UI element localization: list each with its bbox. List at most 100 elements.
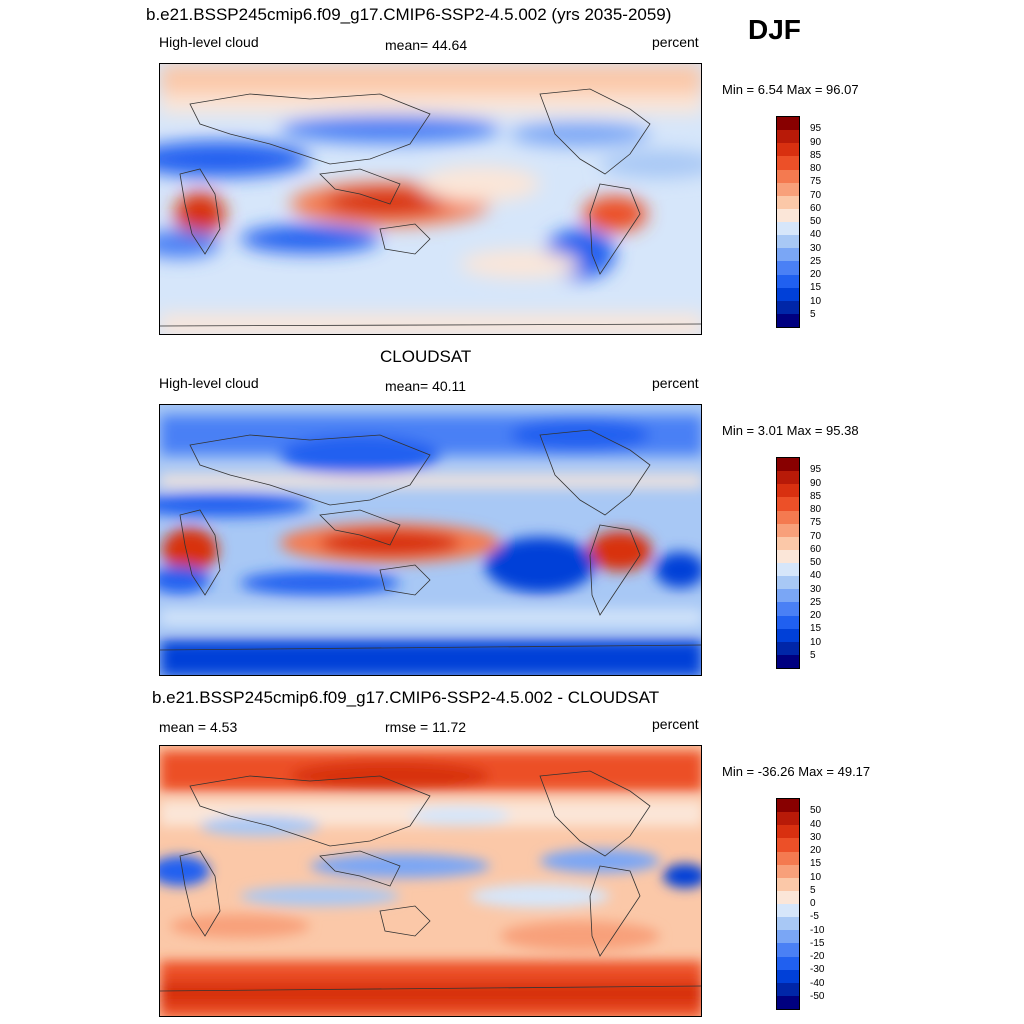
panel-3-map-svg xyxy=(160,746,701,1016)
colorbar-swatch xyxy=(777,300,799,314)
colorbar-tick-label: 20 xyxy=(810,845,822,856)
season-label: DJF xyxy=(748,14,801,45)
colorbar-tick-label: 30 xyxy=(810,242,822,254)
colorbar-swatch xyxy=(777,576,799,590)
colorbar-swatch xyxy=(777,904,799,918)
colorbar-tick-label: 80 xyxy=(810,163,822,174)
colorbar-swatch xyxy=(777,864,799,878)
colorbar-tick-label: 25 xyxy=(810,255,822,267)
colorbar-swatch xyxy=(777,943,799,957)
colorbar-tick-label: 15 xyxy=(810,623,822,635)
colorbar-swatch xyxy=(777,838,799,852)
colorbar-swatch xyxy=(777,143,799,157)
colorbar-tick-label: 5 xyxy=(810,884,816,896)
colorbar-tick-label: -50 xyxy=(810,990,825,1002)
colorbar-swatch xyxy=(777,536,799,550)
panel-3-colorbar xyxy=(776,798,800,1010)
colorbar-swatch xyxy=(777,812,799,826)
colorbar-swatch xyxy=(777,995,799,1009)
colorbar-tick-label: 0 xyxy=(810,898,816,909)
panel-1-map-svg xyxy=(160,64,701,334)
colorbar-tick-label: 85 xyxy=(810,490,822,502)
colorbar-tick-label: -10 xyxy=(810,924,825,936)
panel-1-variable-label: High-level cloud xyxy=(159,34,259,50)
colorbar-swatch xyxy=(777,877,799,891)
colorbar-swatch xyxy=(777,497,799,511)
colorbar-swatch xyxy=(777,851,799,865)
colorbar-tick-label: 30 xyxy=(810,583,822,595)
panel-2-variable-label: High-level cloud xyxy=(159,375,259,391)
colorbar-tick-label: 25 xyxy=(810,596,822,608)
colorbar-tick-label: 60 xyxy=(810,202,822,214)
colorbar-swatch xyxy=(777,615,799,629)
colorbar-tick-label: 90 xyxy=(810,477,822,489)
panel-3-map xyxy=(159,745,702,1017)
panel-3-title: b.e21.BSSP245cmip6.f09_g17.CMIP6-SSP2-4.… xyxy=(152,688,660,707)
colorbar-tick-label: 5 xyxy=(810,649,816,661)
colorbar-swatch xyxy=(777,917,799,931)
colorbar-tick-label: -30 xyxy=(810,964,825,976)
colorbar-swatch xyxy=(777,563,799,577)
colorbar-swatch xyxy=(777,313,799,327)
colorbar-tick-label: 50 xyxy=(810,216,822,227)
colorbar-tick-label: 90 xyxy=(810,136,822,148)
colorbar-swatch xyxy=(777,222,799,236)
colorbar-swatch xyxy=(777,654,799,668)
colorbar-tick-label: 20 xyxy=(810,610,822,621)
colorbar-tick-label: 75 xyxy=(810,176,822,188)
panel-1-contour-field xyxy=(160,64,701,334)
colorbar-tick-label: 20 xyxy=(810,269,822,280)
panel-3-minmax: Min = -36.26 Max = 49.17 xyxy=(722,764,871,779)
panel-2-contour-field xyxy=(160,415,701,675)
panel-2-units-label: percent xyxy=(652,375,699,391)
panel-2-colorbar xyxy=(776,457,800,669)
colorbar-swatch xyxy=(777,628,799,642)
colorbar-swatch xyxy=(777,825,799,839)
colorbar-tick-label: 30 xyxy=(810,831,822,843)
panel-3-rmse-label: rmse = 11.72 xyxy=(385,719,467,735)
colorbar-swatch xyxy=(777,799,799,813)
panel-1-minmax: Min = 6.54 Max = 96.07 xyxy=(722,82,859,97)
panel-2-mean-label: mean= 40.11 xyxy=(385,378,467,394)
colorbar-tick-label: -20 xyxy=(810,951,825,962)
colorbar-tick-label: 15 xyxy=(810,858,822,870)
colorbar-tick-label: 60 xyxy=(810,543,822,555)
colorbar-swatch xyxy=(777,969,799,983)
colorbar-swatch xyxy=(777,641,799,655)
colorbar-swatch xyxy=(777,274,799,288)
colorbar-swatch xyxy=(777,471,799,485)
colorbar-swatch xyxy=(777,930,799,944)
colorbar-tick-label: 10 xyxy=(810,871,822,883)
colorbar-tick-label: -40 xyxy=(810,977,825,989)
panel-3-coastlines xyxy=(160,770,701,992)
colorbar-tick-label: 40 xyxy=(810,570,822,582)
panel-2-minmax: Min = 3.01 Max = 95.38 xyxy=(722,423,859,438)
panel-1-colorbar xyxy=(776,116,800,328)
colorbar-swatch xyxy=(777,956,799,970)
colorbar-tick-label: 40 xyxy=(810,229,822,241)
colorbar-tick-label: 85 xyxy=(810,149,822,161)
colorbar-swatch xyxy=(777,589,799,603)
colorbar-swatch xyxy=(777,261,799,275)
panel-3-units-label: percent xyxy=(652,716,699,732)
colorbar-swatch xyxy=(777,549,799,563)
panel-1-mean-label: mean= 44.64 xyxy=(385,37,468,53)
colorbar-swatch xyxy=(777,156,799,170)
panel-2-map-svg xyxy=(160,405,701,675)
colorbar-tick-label: 70 xyxy=(810,530,822,542)
panel-2-title: CLOUDSAT xyxy=(380,347,472,366)
colorbar-swatch xyxy=(777,602,799,616)
colorbar-swatch xyxy=(777,484,799,498)
panel-3-mean-label: mean = 4.53 xyxy=(159,719,238,735)
colorbar-tick-label: 50 xyxy=(810,805,822,817)
colorbar-swatch xyxy=(777,195,799,209)
colorbar-tick-label: 95 xyxy=(810,123,822,135)
panel-1-units-label: percent xyxy=(652,34,699,50)
panel-1-map xyxy=(159,63,702,335)
colorbar-swatch xyxy=(777,235,799,249)
colorbar-swatch xyxy=(777,169,799,183)
colorbar-swatch xyxy=(777,890,799,904)
colorbar-tick-label: 10 xyxy=(810,295,822,307)
colorbar-swatch xyxy=(777,982,799,996)
colorbar-swatch xyxy=(777,287,799,301)
